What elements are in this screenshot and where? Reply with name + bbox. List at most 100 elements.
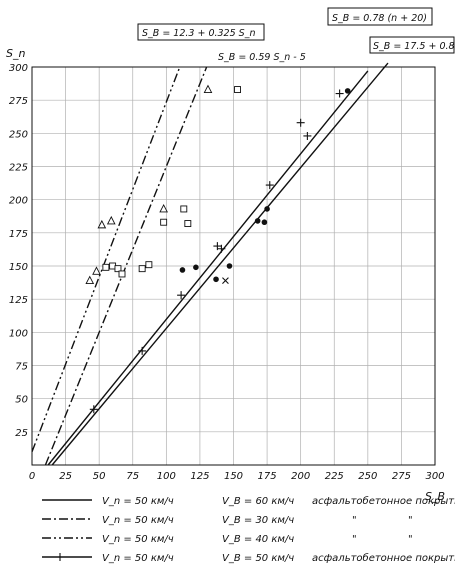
point-s4 xyxy=(335,89,344,98)
point-s3 xyxy=(85,275,95,285)
regression-lines xyxy=(31,62,389,466)
point-s2 xyxy=(138,265,146,273)
y-tick-label: 25 xyxy=(15,428,28,439)
legend: V_n = 50 км/ч V_B = 60 км/ч асфальтобето… xyxy=(42,495,455,564)
y-tick-label: 250 xyxy=(9,129,28,140)
y-tick-label: 100 xyxy=(9,328,28,339)
point-s2 xyxy=(145,261,153,269)
legend-vb-s1: V_B = 60 км/ч xyxy=(222,496,294,507)
legend-vn-s3: V_n = 50 км/ч xyxy=(102,534,174,545)
x-tick-label: 25 xyxy=(59,471,72,482)
point-s2 xyxy=(118,270,126,278)
y-tick-label: 75 xyxy=(15,362,28,373)
point-s4 xyxy=(265,181,274,190)
line-s4 xyxy=(51,62,389,466)
y-tick-label: 200 xyxy=(9,196,28,207)
legend-vb-s4: V_B = 50 км/ч xyxy=(222,553,294,564)
point-s1 xyxy=(193,264,199,271)
point-s4 xyxy=(177,291,186,300)
equation-labels: S_B = 12.3 + 0.325 S_n S_B = 0.59 S_n - … xyxy=(137,7,455,63)
point-s4 xyxy=(303,131,312,140)
y-tick-label: 50 xyxy=(15,395,28,406)
y-tick-label: 125 xyxy=(9,295,28,306)
legend-surface-s2a: " xyxy=(352,515,357,526)
legend-vb-s2: V_B = 30 км/ч xyxy=(222,515,294,526)
y-tick-label: 275 xyxy=(9,96,28,107)
equation-s4: S_B = 0.78 (n + 20) xyxy=(332,13,427,24)
point-s1 xyxy=(226,263,233,269)
legend-row-s3: V_n = 50 км/ч V_B = 40 км/ч " " xyxy=(102,534,413,545)
x-tick-label: 275 xyxy=(392,471,411,482)
point-s3 xyxy=(92,266,101,275)
equation-box-s2: S_B = 0.59 S_n - 5 xyxy=(218,52,306,63)
point-s1 xyxy=(261,219,268,226)
point-s1 xyxy=(213,276,219,283)
equation-s2: S_B = 0.59 S_n - 5 xyxy=(218,52,306,63)
legend-vn-s2: V_n = 50 км/ч xyxy=(102,515,174,526)
line-s2 xyxy=(44,66,208,466)
equation-box-s4: S_B = 0.78 (n + 20) xyxy=(327,7,433,26)
y-tick-label: 175 xyxy=(9,229,28,240)
point-s1 xyxy=(344,88,351,94)
equation-s1: S_B = 17.5 + 0.8 S_n xyxy=(373,41,455,52)
point-s2 xyxy=(102,263,110,271)
legend-surface-s1: асфальтобетонное покрытие xyxy=(312,495,455,507)
legend-vb-s3: V_B = 40 км/ч xyxy=(222,534,294,545)
point-s2 xyxy=(184,220,192,227)
y-axis-label: S_n xyxy=(6,47,25,60)
plot-frame xyxy=(31,66,436,466)
legend-row-s4: V_n = 50 км/ч V_B = 50 км/ч асфальтобето… xyxy=(102,552,455,564)
legend-surface-s2b: " xyxy=(408,515,413,526)
x-tick-label: 225 xyxy=(325,471,344,482)
x-tick-label: 200 xyxy=(291,471,310,482)
data-points xyxy=(85,84,351,414)
point-s3 xyxy=(159,203,168,213)
x-tick-label: 75 xyxy=(126,471,139,482)
y-tick-label: 225 xyxy=(9,163,28,174)
point-s1 xyxy=(264,206,270,212)
x-tick-label: 250 xyxy=(358,471,377,482)
x-tick-label: 300 xyxy=(425,471,444,482)
point-s2 xyxy=(160,218,168,226)
legend-vn-s1: V_n = 50 км/ч xyxy=(102,496,174,507)
point-s2 xyxy=(114,265,122,273)
y-tick-label: 300 xyxy=(9,63,28,74)
point-s4 xyxy=(213,242,222,251)
legend-surface-s3a: " xyxy=(352,534,357,545)
point-s1 xyxy=(179,267,186,273)
x-tick-label: 125 xyxy=(190,471,209,482)
point-s4 xyxy=(89,405,98,414)
x-tick-label: 100 xyxy=(157,471,176,482)
x-axis-label: S_B xyxy=(425,490,445,503)
equation-box-s3: S_B = 12.3 + 0.325 S_n xyxy=(137,23,265,41)
x-tick-label: 150 xyxy=(224,471,243,482)
point-s1-extra xyxy=(222,277,229,284)
point-s4 xyxy=(138,346,147,355)
point-s4 xyxy=(217,244,226,253)
y-tick-labels: 25 50 75 100 125 150 175 200 225 250 275 300 xyxy=(9,63,28,439)
equation-s3: S_B = 12.3 + 0.325 S_n xyxy=(142,28,255,39)
legend-row-s1: V_n = 50 км/ч V_B = 60 км/ч асфальтобето… xyxy=(102,495,455,507)
point-s4 xyxy=(296,118,305,127)
point-s3 xyxy=(203,84,213,94)
x-tick-label: 0 xyxy=(29,471,35,482)
point-s2 xyxy=(234,86,241,94)
y-tick-label: 150 xyxy=(9,262,28,273)
point-s1 xyxy=(254,218,261,224)
line-s1 xyxy=(47,70,369,466)
x-tick-label: 50 xyxy=(93,471,106,482)
legend-surface-s4: асфальтобетонное покрытие xyxy=(312,552,455,564)
legend-swatches xyxy=(42,499,92,561)
x-tick-labels: 0 25 50 75 100 125 150 175 200 225 250 275 300 xyxy=(29,471,445,482)
point-s2 xyxy=(180,205,188,213)
point-s3 xyxy=(97,219,107,229)
x-tick-label: 175 xyxy=(258,471,277,482)
point-s3 xyxy=(106,215,116,225)
legend-row-s2: V_n = 50 км/ч V_B = 30 км/ч " " xyxy=(102,515,413,526)
legend-vn-s4: V_n = 50 км/ч xyxy=(102,553,174,564)
equation-box-s1: S_B = 17.5 + 0.8 S_n xyxy=(369,36,455,54)
grid xyxy=(32,67,435,465)
line-s3 xyxy=(31,66,181,452)
legend-surface-s3b: " xyxy=(408,534,413,545)
